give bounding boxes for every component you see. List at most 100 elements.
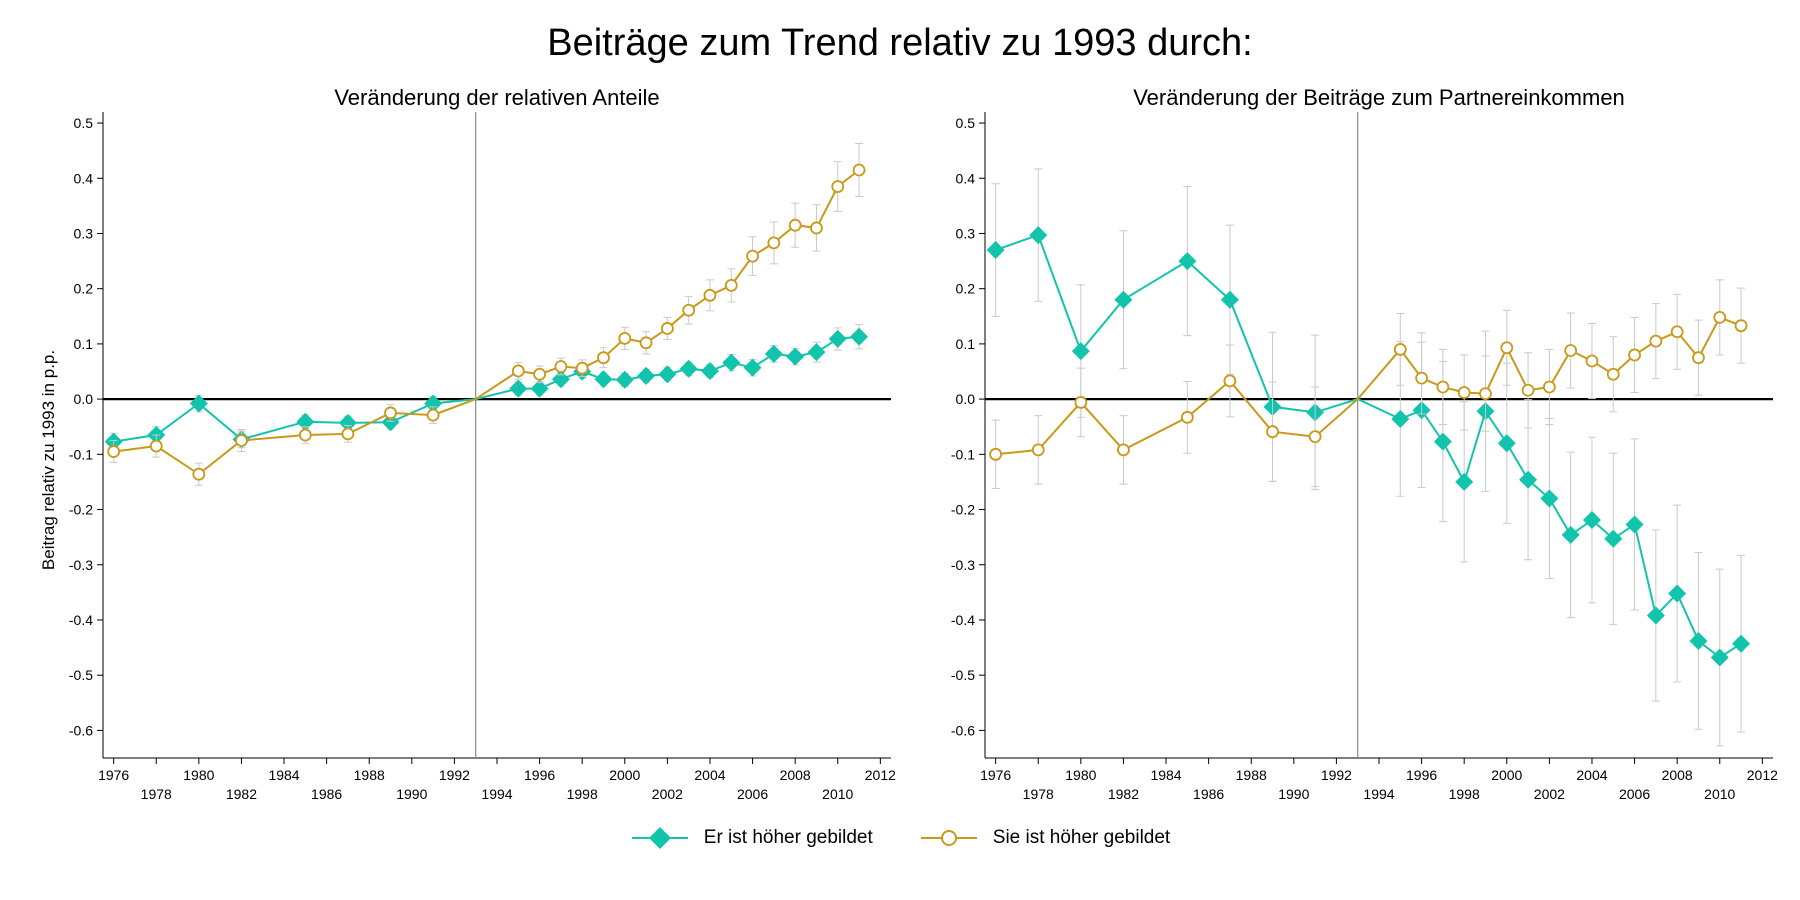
data-point bbox=[679, 359, 698, 378]
x-tick-label: 1998 bbox=[567, 786, 598, 802]
y-axis-label: Beitrag relativ zu 1993 in p.p. bbox=[39, 350, 58, 570]
data-point bbox=[1223, 374, 1237, 388]
legend-label-er: Er ist höher gebildet bbox=[703, 827, 873, 848]
y-tick-label: -0.1 bbox=[951, 446, 975, 462]
data-point bbox=[424, 394, 443, 413]
data-point bbox=[618, 331, 632, 345]
data-point bbox=[831, 180, 845, 193]
data-point bbox=[1479, 387, 1492, 400]
legend-marker-diamond-icon bbox=[631, 827, 688, 849]
data-point bbox=[1519, 470, 1538, 489]
data-point bbox=[551, 370, 570, 389]
data-point bbox=[341, 427, 355, 441]
figure-title: Beiträge zum Trend relativ zu 1993 durch… bbox=[547, 22, 1253, 64]
x-tick-label: 1986 bbox=[311, 786, 342, 802]
data-point bbox=[743, 358, 762, 377]
x-tick-label: 2012 bbox=[1747, 767, 1778, 783]
data-point bbox=[235, 434, 248, 447]
x-tick-label: 1990 bbox=[396, 786, 427, 802]
data-point bbox=[575, 361, 589, 375]
x-tick-label: 1992 bbox=[439, 767, 470, 783]
data-point bbox=[1500, 341, 1514, 355]
series-line bbox=[995, 316, 1742, 456]
data-point bbox=[1521, 383, 1535, 397]
y-tick-label: -0.3 bbox=[951, 557, 975, 573]
data-point bbox=[1649, 334, 1663, 348]
x-tick-label: 2012 bbox=[865, 767, 896, 783]
data-point bbox=[850, 327, 869, 346]
legend: Er ist höher gebildet Sie ist höher gebi… bbox=[0, 826, 1800, 850]
series-sie bbox=[107, 142, 866, 486]
data-point bbox=[381, 413, 400, 432]
x-tick-label: 1978 bbox=[141, 786, 172, 802]
x-tick-label: 1976 bbox=[980, 767, 1011, 783]
x-tick-label: 2002 bbox=[1534, 786, 1565, 802]
x-tick-label: 2004 bbox=[1576, 767, 1607, 783]
data-point bbox=[1497, 434, 1516, 453]
data-point bbox=[1391, 409, 1410, 428]
data-point bbox=[1710, 648, 1729, 667]
x-tick-label: 1988 bbox=[1236, 767, 1267, 783]
x-tick-label: 2008 bbox=[1662, 767, 1693, 783]
y-tick-label: 0.4 bbox=[74, 170, 94, 186]
y-tick-label: -0.2 bbox=[69, 502, 93, 518]
data-point bbox=[1582, 511, 1601, 530]
x-tick-label: 2000 bbox=[609, 767, 640, 783]
data-point bbox=[786, 347, 805, 366]
x-tick-label: 1994 bbox=[1363, 786, 1394, 802]
y-tick-label: -0.2 bbox=[951, 502, 975, 518]
x-tick-label: 1994 bbox=[481, 786, 512, 802]
data-point bbox=[1585, 354, 1599, 368]
data-point bbox=[852, 163, 866, 177]
data-point bbox=[1433, 432, 1452, 451]
data-point bbox=[682, 303, 696, 317]
y-tick-label: 0.0 bbox=[956, 391, 976, 407]
data-point bbox=[810, 221, 823, 235]
data-point bbox=[1455, 472, 1474, 491]
y-tick-label: 0.5 bbox=[74, 115, 94, 131]
data-point bbox=[1457, 386, 1471, 399]
data-point bbox=[149, 439, 163, 453]
panel-title: Veränderung der Beiträge zum Partnereink… bbox=[1133, 85, 1625, 110]
y-tick-label: 0.1 bbox=[956, 336, 976, 352]
legend-label-sie: Sie ist höher gebildet bbox=[992, 827, 1171, 848]
y-tick-label: -0.6 bbox=[69, 722, 93, 738]
data-point bbox=[597, 351, 610, 365]
data-point bbox=[1393, 343, 1407, 356]
data-point bbox=[637, 366, 656, 385]
data-point bbox=[511, 364, 525, 378]
y-tick-label: -0.5 bbox=[69, 667, 93, 683]
x-tick-label: 1984 bbox=[1150, 767, 1181, 783]
x-tick-label: 2006 bbox=[1619, 786, 1650, 802]
legend-marker-circle-icon bbox=[920, 830, 977, 846]
data-point bbox=[1732, 634, 1751, 653]
y-tick-label: -0.5 bbox=[951, 667, 975, 683]
data-point bbox=[338, 413, 357, 432]
series-line bbox=[113, 335, 860, 443]
data-point bbox=[703, 288, 717, 302]
x-tick-label: 2000 bbox=[1491, 767, 1522, 783]
data-point bbox=[989, 447, 1003, 461]
data-point bbox=[615, 370, 634, 389]
data-point bbox=[1646, 606, 1665, 625]
x-tick-label: 1982 bbox=[1108, 786, 1139, 802]
data-point bbox=[1542, 380, 1556, 394]
y-tick-label: 0.3 bbox=[956, 225, 976, 241]
y-tick-label: 0.1 bbox=[74, 336, 94, 352]
x-tick-label: 1996 bbox=[1406, 767, 1437, 783]
x-tick-label: 1996 bbox=[524, 767, 555, 783]
data-point bbox=[1180, 410, 1194, 424]
data-point bbox=[1029, 226, 1048, 245]
data-point bbox=[1415, 371, 1428, 385]
data-point bbox=[594, 370, 613, 389]
x-tick-label: 2010 bbox=[822, 786, 853, 802]
x-tick-label: 2004 bbox=[694, 767, 725, 783]
y-tick-label: -0.3 bbox=[69, 557, 93, 573]
data-point bbox=[639, 336, 653, 350]
x-tick-label: 1998 bbox=[1449, 786, 1480, 802]
data-point bbox=[1625, 515, 1644, 534]
data-point bbox=[1308, 430, 1322, 444]
x-tick-label: 1980 bbox=[1065, 767, 1096, 783]
